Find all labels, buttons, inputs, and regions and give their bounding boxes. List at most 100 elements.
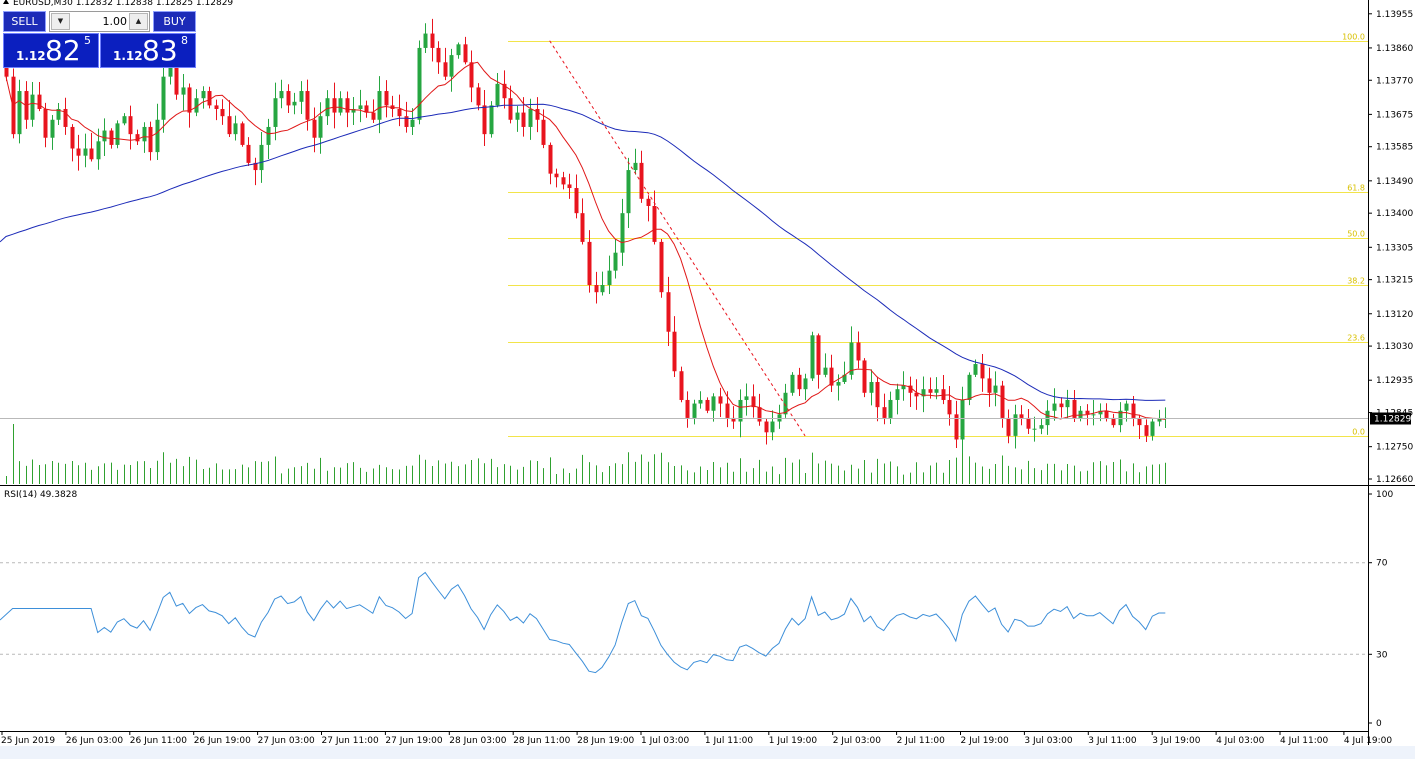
fib-level-label: 38.2: [1347, 277, 1365, 286]
fib-level-label: 23.6: [1347, 334, 1365, 343]
candle-body: [161, 76, 166, 120]
time-tick-label: 26 Jun 03:00: [66, 736, 123, 746]
candle-body: [168, 62, 173, 77]
candle-body: [37, 94, 42, 109]
candle-body: [115, 123, 120, 145]
collapse-triangle-icon[interactable]: [3, 0, 9, 4]
candle-body: [273, 98, 278, 127]
price-axis[interactable]: 1.13955 1.13860 1.13770 1.13675 1.13585 1.134…: [1368, 10, 1413, 485]
candle-body: [292, 101, 297, 106]
candle-body: [109, 130, 114, 145]
candle-body: [463, 44, 468, 63]
candle-body: [607, 270, 612, 286]
candle-body: [142, 126, 147, 142]
candle-body: [987, 378, 992, 393]
candle-body: [901, 385, 906, 390]
candle-body: [423, 33, 428, 48]
candle-body: [233, 123, 238, 135]
time-tick-label: 4 Jul 11:00: [1280, 736, 1329, 746]
price-tick-label: 1.12750: [1376, 443, 1413, 453]
candle-body: [725, 403, 730, 418]
sell-price-quote[interactable]: 1.12 82 5: [3, 33, 99, 68]
rsi-tick-label: 0: [1376, 719, 1382, 729]
buy-price-small: 1.12: [113, 49, 143, 63]
candle-body: [685, 399, 690, 418]
one-click-trading-panel: SELL ▼ ▲ BUY 1.12 82 5 1.12 83 8: [3, 11, 196, 68]
rsi-tick-label: 30: [1376, 650, 1388, 660]
candle-body: [1065, 399, 1070, 408]
candle-body: [207, 91, 212, 106]
candle-body: [70, 126, 75, 149]
dashed-trend-line: [549, 40, 806, 437]
candle-body: [1078, 410, 1083, 418]
candle-body: [259, 144, 264, 171]
price-tick-label: 1.13675: [1376, 110, 1413, 120]
candle-body: [325, 98, 330, 117]
candle-body: [947, 399, 952, 415]
candle-body: [1131, 403, 1136, 418]
candle-body: [410, 119, 415, 127]
sell-button[interactable]: SELL: [3, 11, 46, 32]
candle-body: [613, 252, 618, 271]
candle-body: [751, 396, 756, 408]
candle-body: [384, 91, 389, 106]
lot-size-stepper[interactable]: ▼ ▲: [49, 11, 150, 32]
candle-body: [928, 389, 933, 393]
candle-body: [521, 112, 526, 127]
candle-body: [895, 389, 900, 400]
price-tick-label: 1.13215: [1376, 276, 1413, 286]
candle-body: [358, 105, 363, 109]
price-tick-label: 1.12660: [1376, 475, 1413, 485]
candle-body: [4, 62, 9, 77]
time-axis[interactable]: 25 Jun 2019 26 Jun 03:00 26 Jun 11:00 26 Ju…: [0, 731, 1415, 759]
candle-body: [731, 417, 736, 422]
candle-body: [1091, 414, 1096, 416]
trend-line[interactable]: [549, 40, 806, 437]
candle-body: [842, 374, 847, 383]
moving-averages: [0, 61, 1166, 420]
candle-body: [318, 116, 323, 138]
candle-body: [351, 108, 356, 113]
fib-level-label: 61.8: [1347, 184, 1365, 193]
candle-body: [1118, 410, 1123, 426]
candle-body: [816, 335, 821, 375]
candle-body: [535, 108, 540, 120]
candle-body: [967, 374, 972, 400]
candle-body: [436, 47, 441, 63]
candle-body: [1026, 417, 1031, 429]
candle-body: [980, 364, 985, 379]
time-tick-label: 1 Jul 03:00: [641, 736, 690, 746]
buy-price-pip: 8: [181, 34, 188, 47]
candle-body: [554, 173, 559, 178]
candle-body: [705, 399, 710, 411]
candle-body: [770, 421, 775, 433]
candle-body: [377, 91, 382, 120]
candle-body: [810, 335, 815, 379]
lot-size-input[interactable]: [71, 13, 129, 30]
candle-body: [652, 205, 657, 242]
candle-body: [469, 62, 474, 88]
candle-body: [777, 414, 782, 422]
candle-body: [286, 91, 291, 106]
rsi-line: [0, 571, 1166, 674]
candle-body: [561, 177, 566, 185]
candle-body: [633, 162, 638, 171]
current-price-label: 1.12829: [1374, 415, 1411, 425]
candle-body: [417, 47, 422, 120]
candle-body: [155, 119, 160, 153]
lot-decrease-icon[interactable]: ▼: [51, 13, 70, 30]
candle-body: [246, 144, 251, 163]
buy-button[interactable]: BUY: [153, 11, 196, 32]
price-tick-label: 1.13585: [1376, 143, 1413, 153]
candle-body: [914, 392, 919, 397]
price-tick-label: 1.13400: [1376, 209, 1413, 219]
buy-price-quote[interactable]: 1.12 83 8: [100, 33, 196, 68]
rsi-tick-label: 70: [1376, 559, 1388, 569]
candle-body: [508, 98, 513, 120]
price-tick-label: 1.13770: [1376, 76, 1413, 86]
candle-body: [836, 382, 841, 386]
lot-increase-icon[interactable]: ▲: [129, 13, 148, 30]
candle-body: [1052, 403, 1057, 411]
